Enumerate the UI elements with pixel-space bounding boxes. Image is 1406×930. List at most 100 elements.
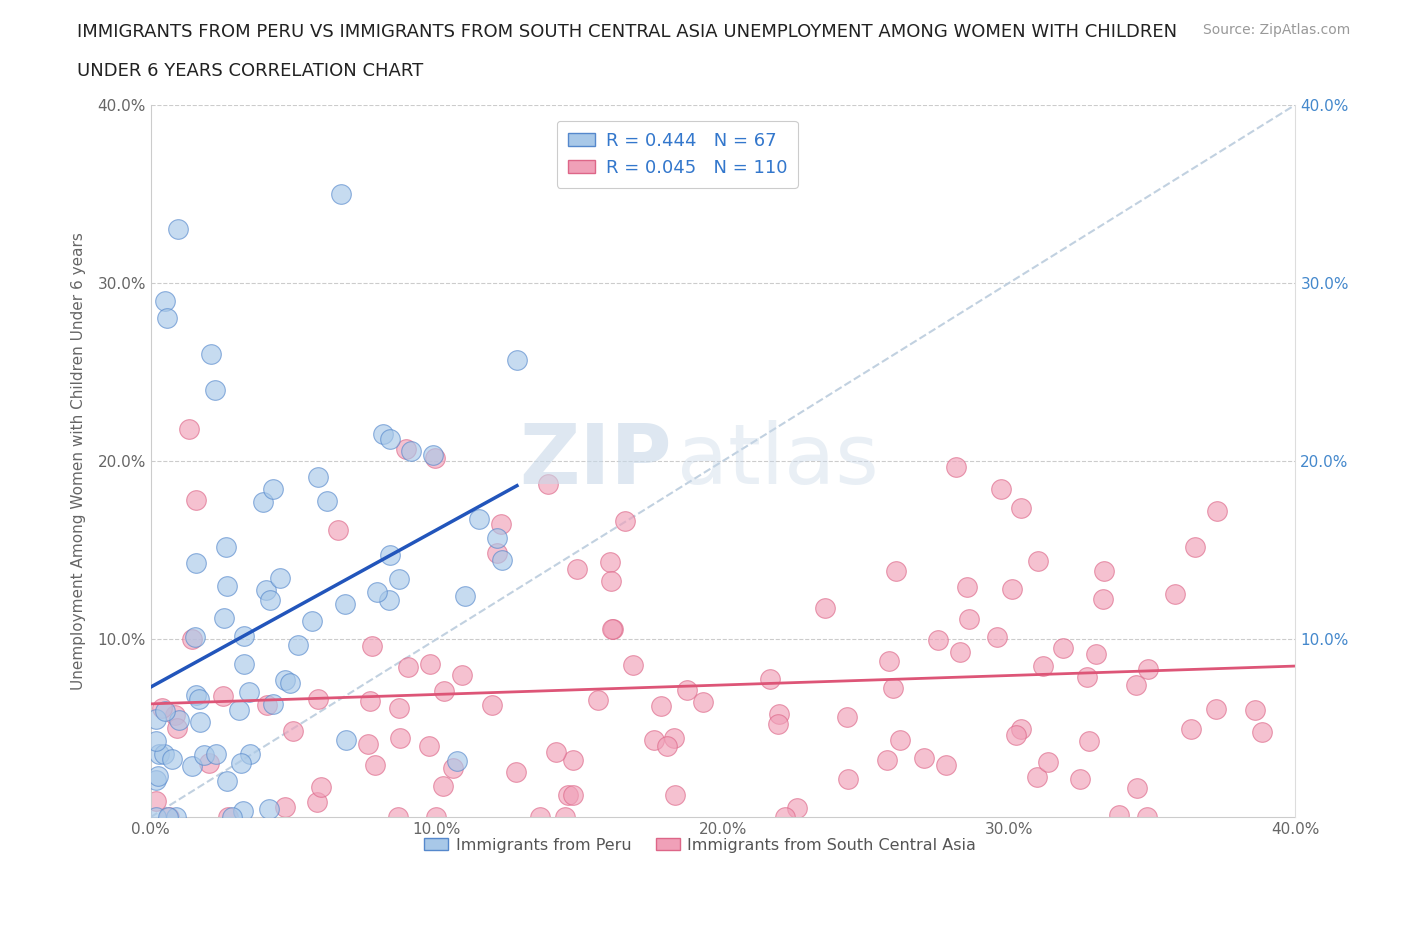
Point <box>1125 677 1147 692</box>
Point <box>912 751 935 765</box>
Point <box>188 692 211 707</box>
Legend: Immigrants from Peru, Immigrants from South Central Asia: Immigrants from Peru, Immigrants from So… <box>418 831 983 859</box>
Point <box>148 747 170 762</box>
Point <box>451 668 474 683</box>
Point <box>759 671 782 686</box>
Point <box>600 574 623 589</box>
Point <box>1125 780 1147 795</box>
Point <box>145 711 167 726</box>
Point <box>441 760 464 775</box>
Point <box>814 601 837 616</box>
Point <box>432 778 454 793</box>
Point <box>146 769 169 784</box>
Point <box>481 698 503 712</box>
Point <box>1136 810 1159 825</box>
Point <box>394 442 416 457</box>
Point <box>614 513 637 528</box>
Point <box>433 684 456 698</box>
Point <box>399 444 422 458</box>
Text: Source: ZipAtlas.com: Source: ZipAtlas.com <box>1202 23 1350 37</box>
Point <box>211 689 233 704</box>
Point <box>396 660 419 675</box>
Point <box>837 772 859 787</box>
Point <box>1243 703 1265 718</box>
Point <box>215 774 238 789</box>
Point <box>602 622 624 637</box>
Point <box>335 733 357 748</box>
Point <box>506 352 529 367</box>
Point <box>315 494 337 509</box>
Point <box>278 675 301 690</box>
Point <box>1206 504 1229 519</box>
Point <box>181 632 204 647</box>
Point <box>536 476 558 491</box>
Point <box>422 447 444 462</box>
Point <box>1180 722 1202 737</box>
Point <box>486 546 509 561</box>
Point <box>157 810 180 825</box>
Point <box>1205 701 1227 716</box>
Point <box>486 530 509 545</box>
Point <box>366 585 388 600</box>
Point <box>957 612 980 627</box>
Text: UNDER 6 YEARS CORRELATION CHART: UNDER 6 YEARS CORRELATION CHART <box>77 62 423 80</box>
Point <box>565 562 588 577</box>
Point <box>153 704 176 719</box>
Text: IMMIGRANTS FROM PERU VS IMMIGRANTS FROM SOUTH CENTRAL ASIA UNEMPLOYMENT AMONG WO: IMMIGRANTS FROM PERU VS IMMIGRANTS FROM … <box>77 23 1177 41</box>
Point <box>184 687 207 702</box>
Point <box>1076 670 1098 684</box>
Point <box>238 684 260 699</box>
Point <box>676 683 699 698</box>
Text: ZIP: ZIP <box>519 420 672 501</box>
Point <box>505 764 527 779</box>
Point <box>364 757 387 772</box>
Point <box>198 755 221 770</box>
Point <box>387 701 409 716</box>
Point <box>184 492 207 507</box>
Point <box>1163 586 1185 601</box>
Point <box>1010 501 1032 516</box>
Point <box>232 657 254 671</box>
Point <box>655 739 678 754</box>
Point <box>419 658 441 672</box>
Point <box>599 555 621 570</box>
Point <box>889 732 911 747</box>
Point <box>491 552 513 567</box>
Point <box>468 512 491 526</box>
Point <box>766 717 789 732</box>
Point <box>643 733 665 748</box>
Point <box>228 702 250 717</box>
Point <box>166 721 188 736</box>
Point <box>786 800 808 815</box>
Point <box>1026 769 1049 784</box>
Point <box>183 630 205 644</box>
Point <box>877 654 900 669</box>
Point <box>377 592 399 607</box>
Point <box>157 810 180 825</box>
Point <box>650 698 672 713</box>
Point <box>217 810 239 825</box>
Point <box>287 637 309 652</box>
Point <box>231 756 253 771</box>
Point <box>256 698 278 712</box>
Point <box>1001 581 1024 596</box>
Point <box>326 523 349 538</box>
Point <box>373 427 395 442</box>
Point <box>239 747 262 762</box>
Point <box>167 222 190 237</box>
Point <box>156 311 179 325</box>
Point <box>188 715 211 730</box>
Point <box>1092 564 1115 578</box>
Point <box>773 810 796 825</box>
Point <box>602 622 624 637</box>
Point <box>329 186 352 201</box>
Point <box>835 709 858 724</box>
Point <box>882 681 904 696</box>
Point <box>273 800 295 815</box>
Point <box>221 810 243 825</box>
Point <box>305 794 328 809</box>
Point <box>217 578 239 593</box>
Point <box>418 738 440 753</box>
Point <box>425 810 447 825</box>
Text: atlas: atlas <box>678 420 879 501</box>
